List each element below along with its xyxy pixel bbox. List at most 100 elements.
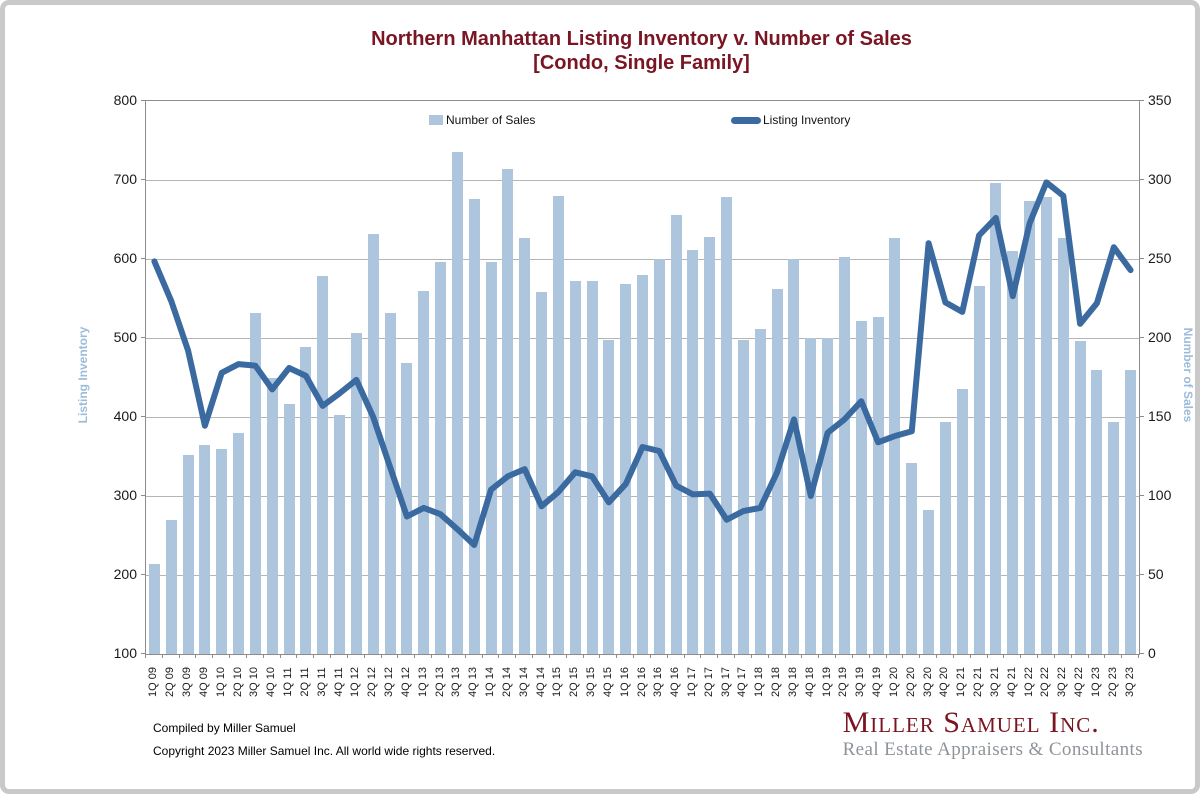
bar-3q-14 [519,238,531,654]
right-axis-tick-label: 200 [1148,329,1172,345]
x-axis-tick [835,654,837,658]
x-axis-label: 1Q 17 [685,667,698,697]
x-axis-tick [1020,654,1022,658]
x-axis-tick [767,654,769,658]
x-axis-tick [633,654,635,658]
left-axis-tick [141,179,145,180]
x-axis-label: 2Q 10 [231,667,244,697]
x-axis-label: 3Q 19 [854,667,867,697]
x-axis-label: 3Q 11 [315,667,328,697]
right-axis-tick [1140,258,1144,259]
bar-3q-11 [317,276,329,654]
x-axis-tick [548,654,550,658]
x-axis-tick [229,654,231,658]
x-axis-tick [1070,654,1072,658]
bar-2q-14 [502,168,514,654]
x-axis-tick [1104,654,1106,658]
bar-3q-22 [1057,238,1069,654]
x-axis-tick [515,654,517,658]
x-axis-tick [1053,654,1055,658]
left-axis-tick-label: 400 [113,408,137,424]
bar-2q-15 [569,281,581,654]
x-axis-tick [296,654,298,658]
x-axis-tick [498,654,500,658]
right-axis-tick [1140,179,1144,180]
x-axis-tick [868,654,870,658]
x-axis-label: 2Q 17 [702,667,715,697]
x-axis-tick [666,654,668,658]
plot-area: Number of Sales Listing Inventory [145,100,1140,655]
right-axis-tick-label: 100 [1148,487,1172,503]
x-axis-tick [279,654,281,658]
bar-2q-19 [838,257,850,654]
x-axis-label: 3Q 15 [585,667,597,697]
bar-1q-14 [485,262,497,654]
x-axis-label: 1Q 10 [214,667,227,697]
x-axis-tick [178,654,180,658]
bar-1q-20 [889,238,901,654]
left-axis-tick [141,100,145,101]
right-axis-tick-label: 150 [1148,408,1172,424]
x-axis-tick [649,654,651,658]
x-axis-tick [1037,654,1039,658]
bar-3q-21 [990,183,1002,654]
x-axis-label: 1Q 18 [753,667,766,697]
logo-tagline: Real Estate Appraisers & Consultants [842,739,1143,760]
legend-listing-inventory: Listing Inventory [731,113,850,127]
bar-3q-17 [721,197,733,654]
x-axis-label: 2Q 18 [770,667,783,697]
x-axis-tick [919,654,921,658]
right-axis-tick-label: 0 [1148,645,1156,661]
right-axis-tick-label: 350 [1148,92,1172,108]
gridline [146,179,1139,181]
left-axis-tick [141,574,145,575]
x-axis-tick [801,654,803,658]
x-axis-label: 3Q 21 [988,667,1001,697]
bar-3q-12 [384,312,396,654]
gridline [146,258,1139,260]
x-axis-tick [582,654,584,658]
bar-2q-10 [233,432,245,654]
bar-2q-13 [435,262,447,654]
x-axis-label: 1Q 14 [484,667,497,697]
bar-1q-15 [552,195,564,654]
right-axis-tick [1140,100,1144,101]
bar-2q-17 [704,236,716,654]
x-axis-label: 1Q 22 [1022,667,1035,697]
x-axis-tick [346,654,348,658]
x-axis-label: 2Q 11 [298,667,311,697]
bar-2q-12 [367,233,379,654]
x-axis-tick [885,654,887,658]
x-axis-label: 4Q 13 [467,667,480,697]
x-axis-tick [969,654,971,658]
x-axis-label: 3Q 14 [517,667,530,697]
x-axis-label: 3Q 16 [652,667,665,697]
bar-4q-16 [670,214,682,654]
x-axis-tick [1003,654,1005,658]
x-axis-label: 2Q 16 [635,667,648,697]
x-axis-label: 4Q 11 [332,667,345,697]
x-axis-label: 4Q 20 [938,667,951,697]
right-axis-tick [1140,416,1144,417]
bar-1q-10 [216,448,228,654]
bar-1q-21 [956,388,968,654]
x-axis-tick [818,654,820,658]
x-axis-tick [952,654,954,658]
x-axis-label: 1Q 12 [349,667,362,697]
bar-4q-11 [334,415,346,654]
x-axis-tick [212,654,214,658]
left-axis-tick-label: 700 [113,171,137,187]
chart-title: Northern Manhattan Listing Inventory v. … [145,27,1138,75]
bar-1q-13 [418,290,430,654]
legend-inventory-label: Listing Inventory [763,113,851,127]
right-axis-tick [1140,653,1144,654]
x-axis-tick [414,654,416,658]
x-axis-tick [750,654,752,658]
bar-4q-14 [536,292,548,654]
x-axis-label: 2Q 13 [433,667,446,697]
x-axis-tick [599,654,601,658]
left-axis-tick [141,495,145,496]
x-axis-label: 4Q 16 [669,667,682,697]
x-axis-tick [734,654,736,658]
